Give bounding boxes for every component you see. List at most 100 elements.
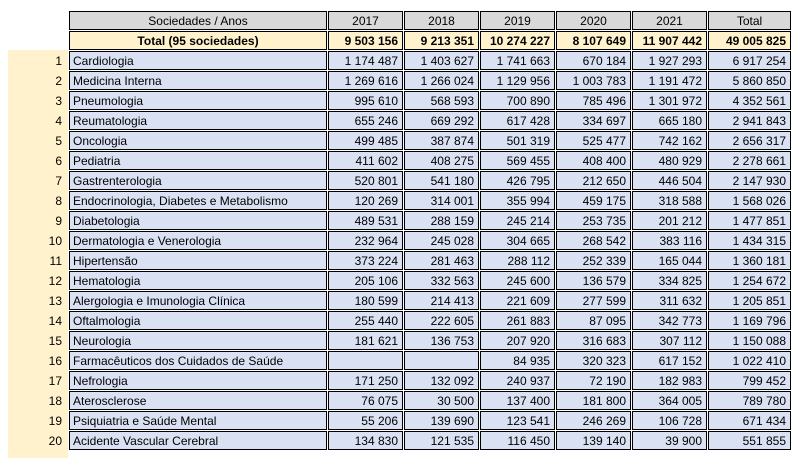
value-cell-2019: 123 541: [480, 411, 555, 430]
society-row: 1 Cardiologia 1 174 487 1 403 627 1 741 …: [10, 51, 791, 70]
value-cell-2021: 665 180: [632, 111, 707, 130]
society-name-cell: Psiquiatria e Saúde Mental: [69, 411, 327, 430]
society-name-cell: Nefrologia: [69, 371, 327, 390]
value-cell-2021: 617 152: [632, 351, 707, 370]
value-cell-2017: 411 602: [328, 151, 403, 170]
value-cell-2018: 332 563: [404, 271, 479, 290]
value-cell-2021: 307 112: [632, 331, 707, 350]
value-cell-2017: 489 531: [328, 211, 403, 230]
value-cell-2021: 383 116: [632, 231, 707, 250]
value-cell-2017: 255 440: [328, 311, 403, 330]
value-cell-2017: 373 224: [328, 251, 403, 270]
society-row: 11 Hipertensão 373 224 281 463 288 112 2…: [10, 251, 791, 270]
value-cell-total: 1 477 851: [708, 211, 791, 230]
society-name-cell: Endocrinologia, Diabetes e Metabolismo: [69, 191, 327, 210]
value-cell-2017: 180 599: [328, 291, 403, 310]
value-cell-2017: 171 250: [328, 371, 403, 390]
value-cell-2018: 132 092: [404, 371, 479, 390]
column-header-total: Total: [708, 11, 791, 30]
society-row: 6 Pediatria 411 602 408 275 569 455 408 …: [10, 151, 791, 170]
value-cell-2018: 121 535: [404, 431, 479, 450]
value-cell-2019: 304 665: [480, 231, 555, 250]
value-cell-2019: 355 994: [480, 191, 555, 210]
value-cell-2017: 205 106: [328, 271, 403, 290]
value-cell-2017: 76 075: [328, 391, 403, 410]
value-cell-2018: 1 403 627: [404, 51, 479, 70]
row-number: 13: [48, 293, 62, 308]
row-number: 2: [55, 73, 62, 88]
society-name-cell: Dermatologia e Venerologia: [69, 231, 327, 250]
society-name-cell: Cardiologia: [69, 51, 327, 70]
value-cell-2017: 55 206: [328, 411, 403, 430]
society-row: 2 Medicina Interna 1 269 616 1 266 024 1…: [10, 71, 791, 90]
society-row: 14 Oftalmologia 255 440 222 605 261 883 …: [10, 311, 791, 330]
value-cell-2020: 181 800: [556, 391, 631, 410]
row-number: 15: [48, 333, 62, 348]
column-header-societies: Sociedades / Anos: [69, 11, 327, 30]
value-cell-total: 1 434 315: [708, 231, 791, 250]
value-cell-2020: 785 496: [556, 91, 631, 110]
society-name-cell: Oncologia: [69, 131, 327, 150]
value-cell-2021: 742 162: [632, 131, 707, 150]
value-cell-2017: 120 269: [328, 191, 403, 210]
value-cell-2021: 342 773: [632, 311, 707, 330]
value-cell-2018: 30 500: [404, 391, 479, 410]
value-cell-2021: 39 900: [632, 431, 707, 450]
row-number: 11: [49, 253, 62, 268]
value-cell-2020: 136 579: [556, 271, 631, 290]
row-number: 20: [48, 433, 62, 448]
value-cell-2019: 1 741 663: [480, 51, 555, 70]
value-cell-total: 2 941 843: [708, 111, 791, 130]
value-cell-2020: 87 095: [556, 311, 631, 330]
society-name-cell: Reumatologia: [69, 111, 327, 130]
row-number: 5: [55, 133, 62, 148]
value-cell-2020: 72 190: [556, 371, 631, 390]
value-cell-2020: 212 650: [556, 171, 631, 190]
value-cell-total: 1 022 410: [708, 351, 791, 370]
value-cell-total: 5 860 850: [708, 71, 791, 90]
value-cell-total: 1 205 851: [708, 291, 791, 310]
society-row: 20 Acidente Vascular Cerebral 134 830 12…: [10, 431, 791, 450]
society-name-cell: Oftalmologia: [69, 311, 327, 330]
value-cell-total: 551 855: [708, 431, 791, 450]
total-value-2021: 11 907 442: [632, 31, 707, 50]
society-name-cell: Pneumologia: [69, 91, 327, 110]
total-value-2017: 9 503 156: [328, 31, 403, 50]
value-cell-2018: 139 690: [404, 411, 479, 430]
value-cell-2020: 268 542: [556, 231, 631, 250]
value-cell-2017: 232 964: [328, 231, 403, 250]
row-number-strip: [8, 50, 68, 458]
column-header-2017: 2017: [328, 11, 403, 30]
value-cell-total: 1 360 181: [708, 251, 791, 270]
column-header-2019: 2019: [480, 11, 555, 30]
value-cell-2021: 318 588: [632, 191, 707, 210]
total-row-number-spacer: [10, 31, 68, 50]
value-cell-total: 1 150 088: [708, 331, 791, 350]
society-name-cell: Hematologia: [69, 271, 327, 290]
society-name-cell: Alergologia e Imunologia Clínica: [69, 291, 327, 310]
value-cell-2017: 1 269 616: [328, 71, 403, 90]
value-cell-total: 2 656 317: [708, 131, 791, 150]
value-cell-2021: 182 983: [632, 371, 707, 390]
value-cell-2020: 320 323: [556, 351, 631, 370]
value-cell-2017: [328, 351, 403, 370]
total-value-2020: 8 107 649: [556, 31, 631, 50]
society-name-cell: Farmacêuticos dos Cuidados de Saúde: [69, 351, 327, 370]
value-cell-2021: 334 825: [632, 271, 707, 290]
value-cell-2018: 408 275: [404, 151, 479, 170]
value-cell-2021: 446 504: [632, 171, 707, 190]
row-number: 10: [48, 233, 62, 248]
value-cell-2019: 137 400: [480, 391, 555, 410]
row-number: 12: [48, 273, 62, 288]
row-number: 8: [55, 193, 62, 208]
row-number: 18: [48, 393, 62, 408]
society-row: 16 Farmacêuticos dos Cuidados de Saúde 8…: [10, 351, 791, 370]
value-cell-2021: 364 005: [632, 391, 707, 410]
society-row: 5 Oncologia 499 485 387 874 501 319 525 …: [10, 131, 791, 150]
row-number: 9: [55, 213, 62, 228]
value-cell-total: 6 917 254: [708, 51, 791, 70]
society-row: 17 Nefrologia 171 250 132 092 240 937 72…: [10, 371, 791, 390]
society-row: 8 Endocrinologia, Diabetes e Metabolismo…: [10, 191, 791, 210]
value-cell-2017: 995 610: [328, 91, 403, 110]
